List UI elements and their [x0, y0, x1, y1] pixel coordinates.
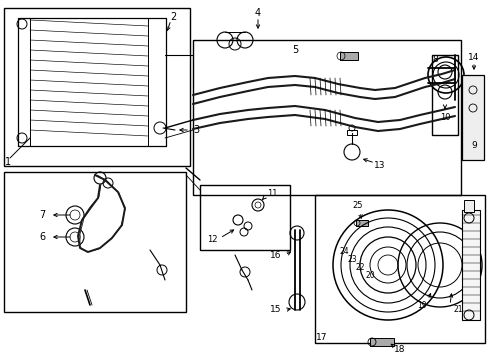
Bar [346, 130, 356, 135]
Bar [18, 18, 30, 146]
Bar [18, 18, 165, 146]
Text: 25: 25 [352, 201, 363, 210]
Bar [4, 172, 185, 312]
Text: 10: 10 [439, 112, 449, 122]
Bar [461, 75, 483, 160]
Text: 7: 7 [39, 210, 45, 220]
Text: 2: 2 [169, 12, 176, 22]
Text: 9: 9 [470, 140, 476, 149]
Bar [339, 52, 357, 60]
Text: 12: 12 [206, 235, 217, 244]
Text: 5: 5 [291, 45, 298, 55]
Bar [461, 210, 479, 320]
Text: 21: 21 [452, 306, 462, 315]
Bar [431, 55, 457, 135]
Text: 16: 16 [270, 251, 281, 260]
Text: 14: 14 [468, 53, 479, 62]
Bar [200, 185, 289, 250]
Text: 24: 24 [339, 248, 348, 256]
Bar [314, 195, 484, 343]
Bar [463, 200, 473, 212]
Text: 3: 3 [193, 125, 199, 135]
Bar [369, 338, 393, 346]
Bar [355, 220, 367, 226]
Text: 17: 17 [316, 333, 327, 342]
Bar [148, 18, 165, 146]
Bar [193, 40, 460, 195]
Text: 11: 11 [266, 189, 277, 198]
Bar [4, 8, 190, 166]
Text: 1: 1 [5, 157, 11, 167]
Text: 13: 13 [373, 161, 385, 170]
Text: 20: 20 [365, 270, 374, 279]
Text: 23: 23 [346, 256, 356, 265]
Text: 15: 15 [270, 306, 281, 315]
Text: 4: 4 [254, 8, 261, 18]
Text: 19: 19 [416, 301, 426, 310]
Text: 22: 22 [354, 264, 364, 273]
Text: 8: 8 [431, 55, 437, 64]
Text: 6: 6 [39, 232, 45, 242]
Text: 18: 18 [393, 346, 405, 355]
